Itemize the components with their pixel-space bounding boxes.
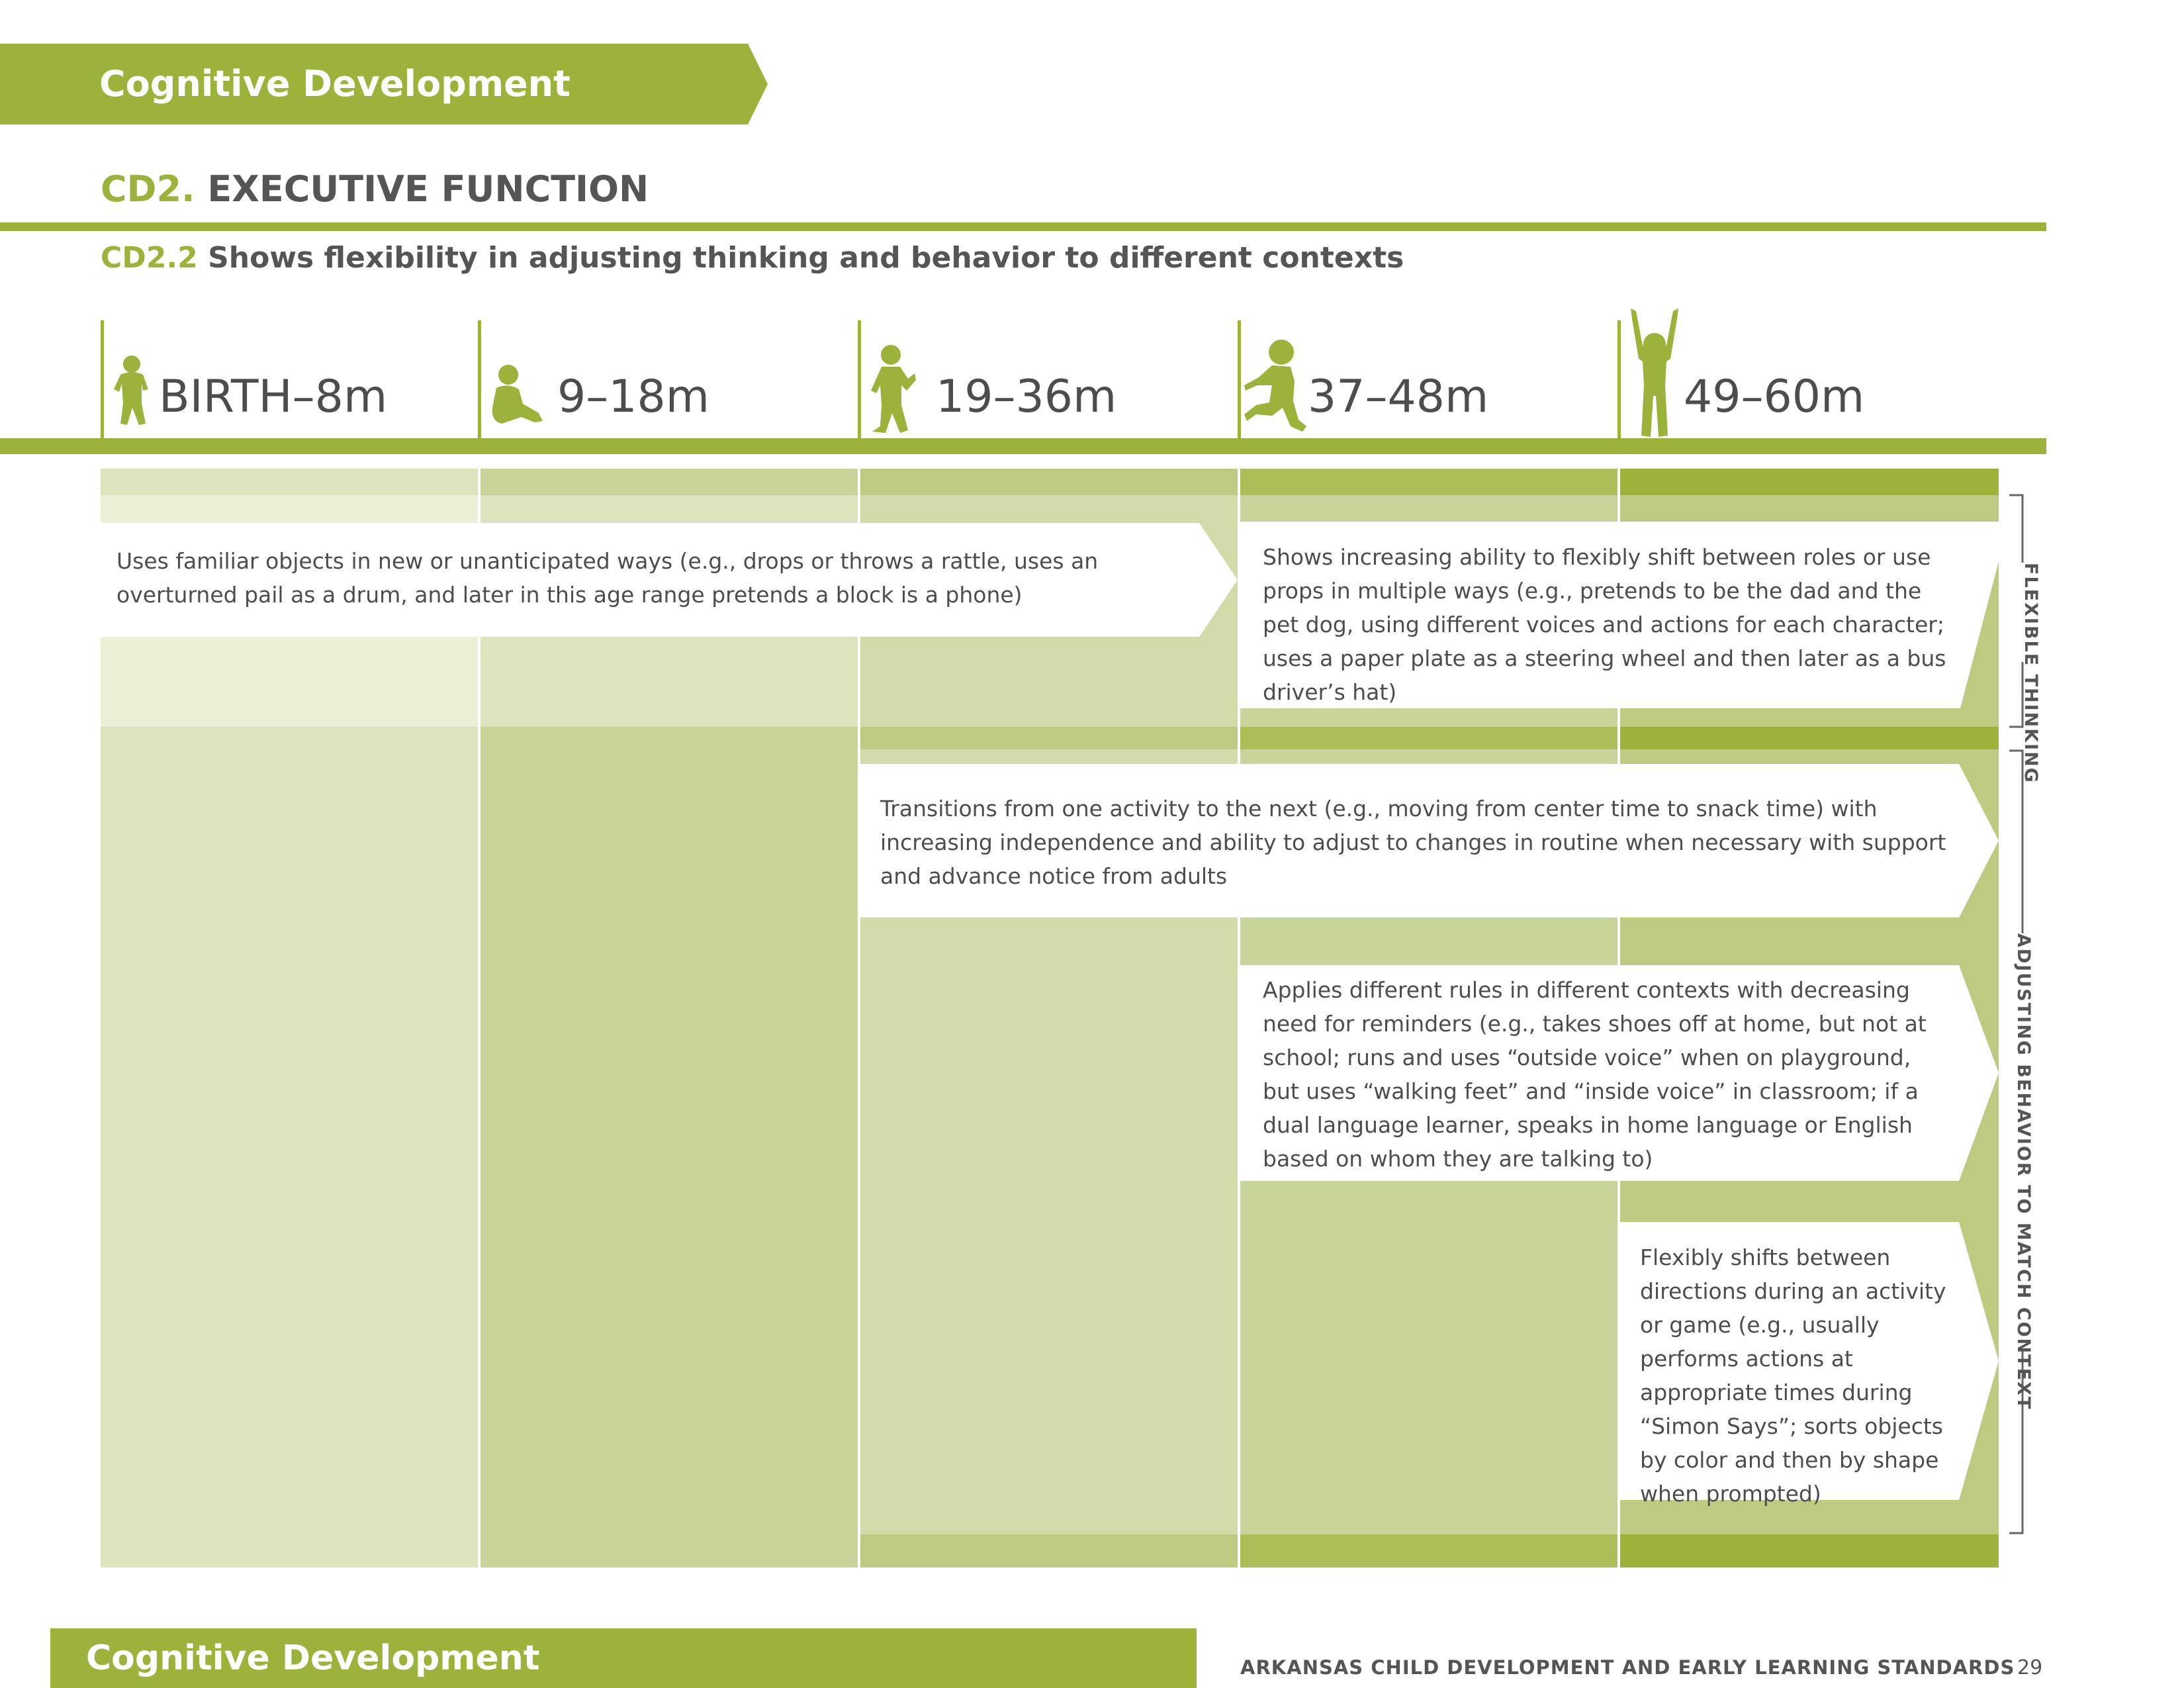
infant-silhouette-icon bbox=[114, 355, 148, 425]
grid-band bbox=[859, 469, 1239, 495]
footer-document-title: ARKANSAS CHILD DEVELOPMENT AND EARLY LEA… bbox=[1240, 1656, 2015, 1679]
side-label-flexible-thinking: FLEXIBLE THINKING bbox=[2003, 563, 2041, 784]
grid-band bbox=[1619, 469, 1999, 495]
age-divider bbox=[858, 320, 861, 438]
standard-title: CD2.2 Shows flexibility in adjusting thi… bbox=[101, 241, 1404, 275]
section-code: CD2. bbox=[101, 168, 195, 210]
grid-band bbox=[859, 727, 1239, 749]
section-rule bbox=[0, 222, 2046, 231]
toddler-walking-silhouette-icon bbox=[871, 345, 916, 433]
indicator-arrow: Shows increasing ability to flexibly shi… bbox=[1239, 522, 1999, 708]
standard-text: Shows flexibility in adjusting thinking … bbox=[208, 241, 1404, 275]
grid-band bbox=[1239, 1534, 1619, 1568]
section-title: CD2. EXECUTIVE FUNCTION bbox=[101, 168, 649, 210]
grid-cell bbox=[101, 727, 479, 1568]
grid-band bbox=[1239, 469, 1619, 495]
footer-section-label: Cognitive Development bbox=[86, 1638, 540, 1678]
indicator-arrow: Uses familiar objects in new or unantici… bbox=[101, 523, 1238, 637]
indicator-text: Transitions from one activity to the nex… bbox=[880, 796, 1946, 889]
header-banner bbox=[0, 44, 768, 124]
indicator-arrow: Applies different rules in different con… bbox=[1239, 965, 1999, 1181]
header-banner-label: Cognitive Development bbox=[99, 63, 570, 105]
section-name: EXECUTIVE FUNCTION bbox=[207, 168, 649, 210]
age-divider bbox=[101, 320, 104, 438]
standard-code: CD2.2 bbox=[101, 241, 198, 275]
grid-band bbox=[101, 469, 479, 495]
grid-band bbox=[1619, 727, 1999, 749]
footer-banner bbox=[50, 1628, 1197, 1688]
child-arms-raised-silhouette-icon bbox=[1631, 308, 1678, 437]
age-divider bbox=[1238, 320, 1241, 438]
age-label: 9–18m bbox=[557, 371, 710, 423]
grid-cell bbox=[479, 727, 859, 1568]
age-divider bbox=[1617, 320, 1621, 438]
grid-band bbox=[1239, 727, 1619, 749]
age-divider bbox=[478, 320, 481, 438]
age-label: 19–36m bbox=[936, 371, 1117, 423]
age-label: 37–48m bbox=[1308, 371, 1489, 423]
grid-band bbox=[1619, 1534, 1999, 1568]
column-divider bbox=[858, 469, 860, 1568]
grid-band bbox=[479, 469, 859, 495]
age-header-rule bbox=[0, 438, 2046, 454]
indicator-text: Flexibly shifts between directions durin… bbox=[1640, 1244, 1946, 1507]
age-label: BIRTH–8m bbox=[159, 371, 388, 423]
column-divider bbox=[478, 469, 480, 1568]
indicator-text: Applies different rules in different con… bbox=[1263, 977, 1927, 1172]
side-label-adjusting-behavior: ADJUSTING BEHAVIOR TO MATCH CONTEXT bbox=[2012, 933, 2034, 1411]
indicator-arrow: Flexibly shifts between directions durin… bbox=[1619, 1222, 1999, 1507]
indicator-text: Uses familiar objects in new or unantici… bbox=[116, 548, 1099, 608]
age-label: 49–60m bbox=[1684, 371, 1865, 423]
sitting-baby-silhouette-icon bbox=[492, 365, 543, 424]
grid-band bbox=[859, 1534, 1239, 1568]
page-number: 29 bbox=[2017, 1656, 2043, 1679]
indicator-arrow: Transitions from one activity to the nex… bbox=[859, 764, 1999, 917]
child-running-silhouette-icon bbox=[1244, 340, 1306, 432]
indicator-text: Shows increasing ability to flexibly shi… bbox=[1263, 544, 1946, 705]
